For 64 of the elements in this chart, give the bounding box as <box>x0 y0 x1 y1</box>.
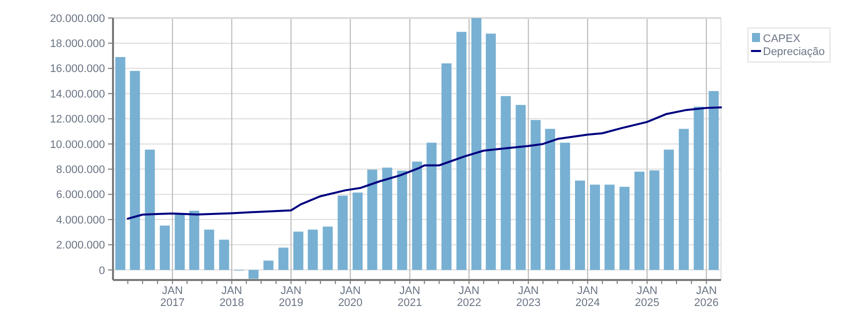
bar <box>708 91 719 270</box>
bar <box>486 34 496 270</box>
x-tick-label: JAN 2018 <box>220 285 244 309</box>
y-tick-label: 6.000.000 <box>56 189 105 202</box>
x-tick-label: JAN 2026 <box>694 285 719 309</box>
bar <box>115 57 126 270</box>
bar <box>189 210 200 270</box>
x-tick-label: JAN 2020 <box>338 285 363 309</box>
bar <box>174 213 185 270</box>
bar <box>204 230 214 270</box>
bar <box>530 120 541 270</box>
x-tick-label: JAN 2022 <box>456 285 482 309</box>
x-tick-label: JAN 2024 <box>575 285 600 309</box>
x-tick-label: JAN 2025 <box>634 285 660 309</box>
bar <box>634 172 644 270</box>
y-tick-label: 14.000.000 <box>50 88 105 100</box>
bar <box>590 184 600 270</box>
bar <box>516 104 526 270</box>
x-tick-label: JAN 2023 <box>516 285 541 309</box>
bar <box>575 180 586 270</box>
bar <box>352 192 363 270</box>
y-tick-label: 10.000.000 <box>50 138 105 151</box>
bar <box>649 170 660 270</box>
y-tick-label: 4.000.000 <box>56 214 105 226</box>
bar <box>367 170 378 270</box>
bar <box>545 128 556 270</box>
bar <box>130 70 140 270</box>
line-series <box>126 106 722 220</box>
bar <box>560 142 570 270</box>
legend-label: Depreciação <box>763 46 825 58</box>
bar <box>456 32 466 270</box>
legend-label: CAPEX <box>763 32 801 45</box>
bar <box>278 248 288 270</box>
bar <box>604 184 615 270</box>
bar <box>308 230 318 270</box>
bar <box>160 226 170 270</box>
y-tick-label: 18.000.000 <box>50 38 105 50</box>
bar <box>620 186 630 270</box>
bar <box>382 168 392 270</box>
bar <box>500 96 511 270</box>
bar <box>397 170 408 270</box>
bar <box>426 142 437 270</box>
bar <box>293 232 304 270</box>
bar <box>263 260 274 270</box>
bar <box>694 106 704 270</box>
bar <box>412 162 422 270</box>
x-tick-label: JAN 2017 <box>160 285 185 309</box>
bar <box>144 150 155 270</box>
y-tick-label: 0 <box>98 264 105 277</box>
y-tick-label: 16.000.000 <box>50 63 105 76</box>
bar <box>441 63 452 270</box>
y-tick-label: 8.000.000 <box>56 164 105 176</box>
bar <box>678 128 689 270</box>
bar <box>322 226 333 270</box>
bar <box>664 150 674 270</box>
bar <box>338 196 348 270</box>
bar <box>471 18 482 270</box>
y-tick-label: 2.000.000 <box>56 240 105 252</box>
x-tick-label: JAN 2021 <box>398 285 422 309</box>
bar <box>248 270 259 279</box>
bar <box>219 240 230 270</box>
y-tick-label: 20.000.000 <box>50 12 105 25</box>
x-tick-label: JAN 2019 <box>278 285 304 309</box>
y-tick-label: 12.000.000 <box>50 114 105 126</box>
